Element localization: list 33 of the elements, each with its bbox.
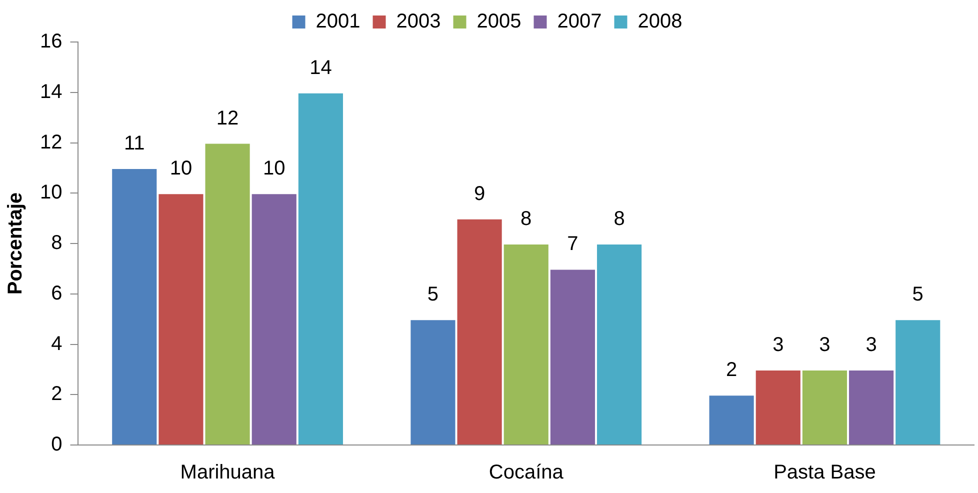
- y-tick-label: 10: [40, 182, 62, 204]
- x-tick-label: Marihuana: [180, 462, 276, 484]
- data-label: 5: [912, 284, 924, 306]
- y-tick-label: 6: [51, 282, 62, 304]
- data-label: 3: [819, 334, 830, 356]
- y-tick-label: 4: [51, 332, 62, 355]
- y-tick-label: 12: [40, 131, 62, 154]
- y-tick-label: 2: [51, 383, 62, 406]
- data-label: 12: [216, 107, 239, 130]
- data-label: 10: [170, 158, 192, 180]
- data-label: 14: [310, 56, 332, 79]
- legend-label: 2003: [396, 10, 441, 33]
- data-label: 2: [726, 359, 738, 382]
- x-tick-label: Pasta Base: [774, 462, 876, 484]
- y-tick-label: 16: [40, 30, 62, 53]
- data-label: 3: [772, 334, 784, 356]
- y-tick-label: 14: [40, 80, 62, 103]
- y-tick-label: 8: [51, 232, 62, 254]
- legend-label: 2001: [316, 10, 360, 33]
- data-label: 11: [124, 132, 145, 154]
- data-label: 9: [474, 182, 486, 205]
- y-tick-label: 0: [51, 434, 62, 456]
- data-label: 8: [520, 208, 532, 230]
- data-label: 5: [427, 284, 439, 306]
- legend-label: 2007: [557, 10, 602, 33]
- data-label: 10: [262, 158, 286, 180]
- legend-label: 2005: [476, 10, 522, 33]
- data-label: 8: [614, 208, 625, 230]
- legend-label: 2008: [638, 10, 682, 33]
- x-tick-label: Cocaína: [488, 462, 564, 484]
- y-axis-title: Porcentaje: [4, 192, 27, 295]
- data-label: 3: [866, 334, 877, 356]
- data-label: 7: [567, 233, 578, 256]
